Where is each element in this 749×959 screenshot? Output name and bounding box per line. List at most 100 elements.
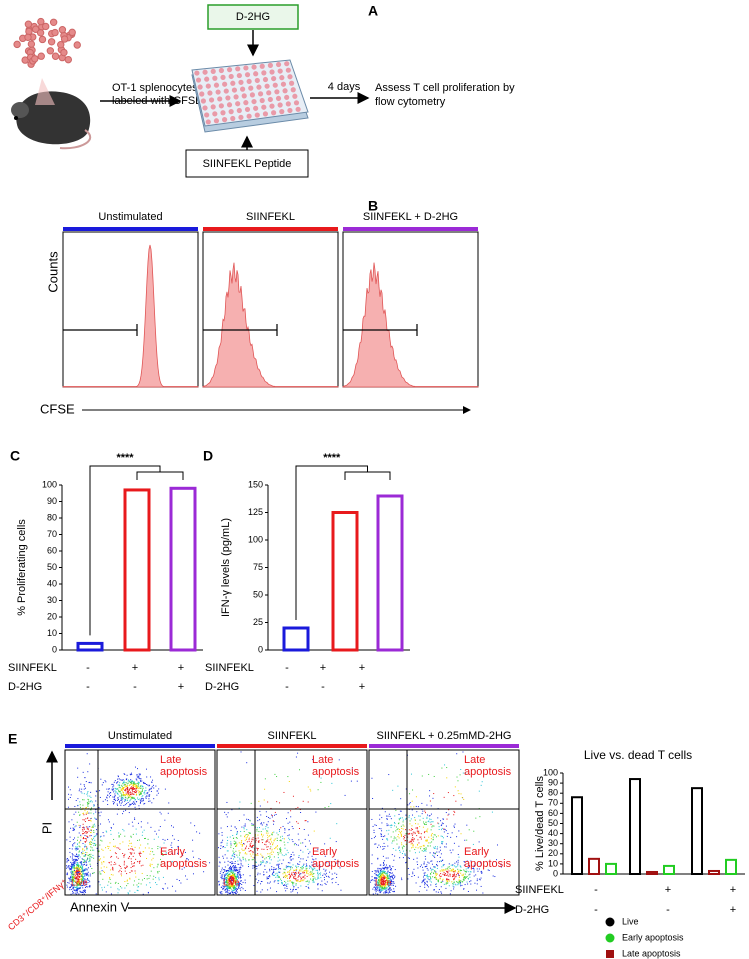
event [313, 881, 315, 883]
event [288, 874, 290, 876]
event [233, 877, 235, 879]
event [419, 846, 421, 848]
event [226, 883, 228, 885]
event [286, 875, 288, 877]
event [463, 879, 465, 881]
event [77, 873, 79, 875]
event [71, 866, 73, 868]
event [279, 871, 281, 873]
event [75, 871, 77, 873]
legend-label: Live [622, 916, 639, 926]
event [453, 879, 455, 881]
event [130, 788, 132, 790]
event [233, 876, 235, 878]
event [461, 797, 463, 799]
event [461, 884, 463, 886]
event [393, 838, 395, 840]
event [376, 877, 378, 879]
event [114, 790, 116, 792]
event [401, 844, 403, 846]
event [478, 841, 480, 843]
event [284, 872, 286, 874]
event [85, 882, 87, 884]
event [311, 879, 313, 881]
event [157, 845, 159, 847]
event [222, 887, 224, 889]
event [119, 782, 121, 784]
event [420, 846, 422, 848]
event [403, 845, 405, 847]
event [411, 825, 413, 827]
event [108, 788, 110, 790]
event [132, 865, 134, 867]
event [124, 835, 126, 837]
event [430, 881, 432, 883]
event [76, 881, 78, 883]
event [386, 818, 388, 820]
event [89, 863, 91, 865]
event [126, 879, 128, 881]
event [380, 877, 382, 879]
event [405, 840, 407, 842]
event [80, 877, 82, 879]
event [133, 862, 135, 864]
event [292, 858, 294, 860]
event [129, 800, 131, 802]
event [383, 875, 385, 877]
event [444, 869, 446, 871]
event [398, 837, 400, 839]
event [149, 864, 151, 866]
event [228, 890, 230, 892]
event [145, 787, 147, 789]
event [458, 870, 460, 872]
event [232, 837, 234, 839]
event [384, 888, 386, 890]
event [419, 826, 421, 828]
event [387, 867, 389, 869]
event [379, 880, 381, 882]
event [135, 788, 137, 790]
event [252, 867, 254, 869]
event [473, 864, 475, 866]
event [137, 797, 139, 799]
event [416, 811, 418, 813]
event [456, 753, 458, 755]
event [124, 784, 126, 786]
event [452, 870, 454, 872]
event [227, 812, 229, 814]
event [401, 817, 403, 819]
event [71, 878, 73, 880]
event [228, 886, 230, 888]
event [283, 875, 285, 877]
event [147, 892, 149, 894]
event [225, 881, 227, 883]
event [140, 780, 142, 782]
event [302, 864, 304, 866]
event [311, 855, 313, 857]
event [89, 885, 91, 887]
event [442, 869, 444, 871]
event [237, 883, 239, 885]
event [421, 850, 423, 852]
event [268, 882, 270, 884]
event [113, 823, 115, 825]
event [383, 880, 385, 882]
event [87, 857, 89, 859]
event [128, 796, 130, 798]
event [123, 855, 125, 857]
event [228, 873, 230, 875]
event [426, 839, 428, 841]
event [420, 864, 422, 866]
title-bar [369, 744, 519, 748]
event [380, 874, 382, 876]
event [141, 789, 143, 791]
cell [57, 40, 65, 49]
event [415, 846, 417, 848]
event [234, 860, 236, 862]
event [91, 849, 93, 851]
event [77, 848, 79, 850]
event [441, 824, 443, 826]
event [313, 869, 315, 871]
event [130, 853, 132, 855]
event [229, 861, 231, 863]
